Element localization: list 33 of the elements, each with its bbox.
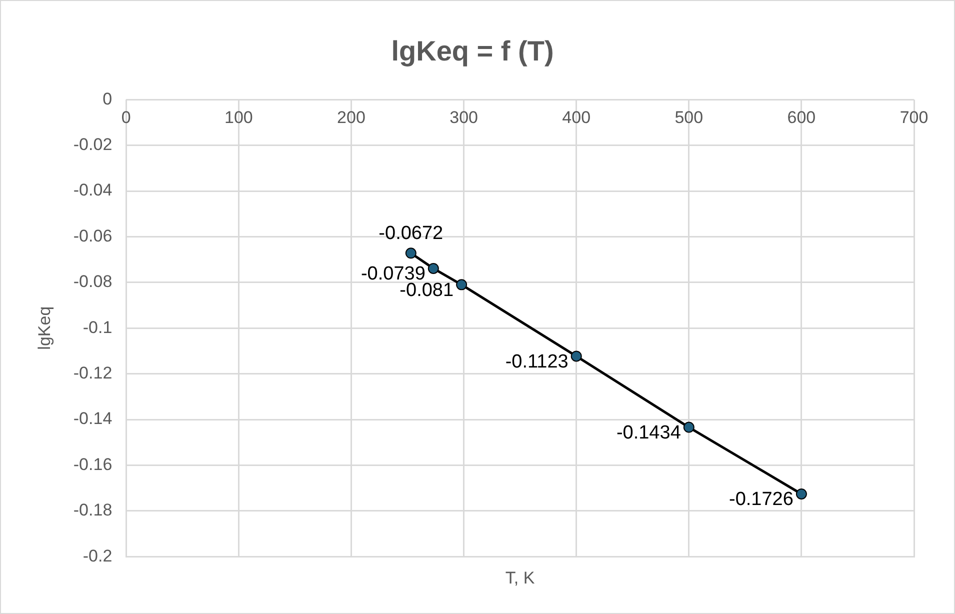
x-axis-title: T, K <box>505 568 536 588</box>
y-tick-label: -0.12 <box>73 363 112 382</box>
y-tick-label: -0.08 <box>73 272 112 292</box>
y-tick-label: -0.14 <box>73 409 112 428</box>
data-label: -0.1123 <box>505 351 568 372</box>
y-axis-title: lgKeq <box>34 306 54 350</box>
y-tick-label: -0.18 <box>73 500 112 520</box>
y-tick-label: -0.06 <box>73 226 112 246</box>
x-tick-label: 100 <box>224 108 253 127</box>
x-tick-label: 700 <box>900 108 928 127</box>
point <box>428 262 439 274</box>
x-tick-label: 400 <box>562 108 591 127</box>
data-label: -0.1726 <box>728 489 794 510</box>
y-tick-label: 0 <box>102 89 112 108</box>
x-tick-label: 0 <box>121 108 131 127</box>
point <box>456 279 468 290</box>
data-label: -0.1434 <box>616 422 682 444</box>
point <box>570 350 582 362</box>
chart-title: lgKeq = f (T) <box>391 36 554 67</box>
x-tick-label: 300 <box>450 108 478 127</box>
y-tick-label: -0.16 <box>73 454 112 474</box>
y-tick-label: -0.1 <box>82 318 112 337</box>
x-tick-label: 500 <box>674 108 704 127</box>
y-tick-label: -0.02 <box>73 134 112 154</box>
point <box>796 488 807 500</box>
point <box>683 422 694 433</box>
data-label: -0.081 <box>400 280 454 301</box>
x-tick-label: 600 <box>787 108 816 127</box>
x-tick-label: 200 <box>337 108 366 127</box>
y-tick-label: -0.04 <box>73 180 112 200</box>
point <box>405 248 416 259</box>
data-label: -0.0672 <box>378 222 444 244</box>
y-tick-label: -0.2 <box>82 546 112 566</box>
